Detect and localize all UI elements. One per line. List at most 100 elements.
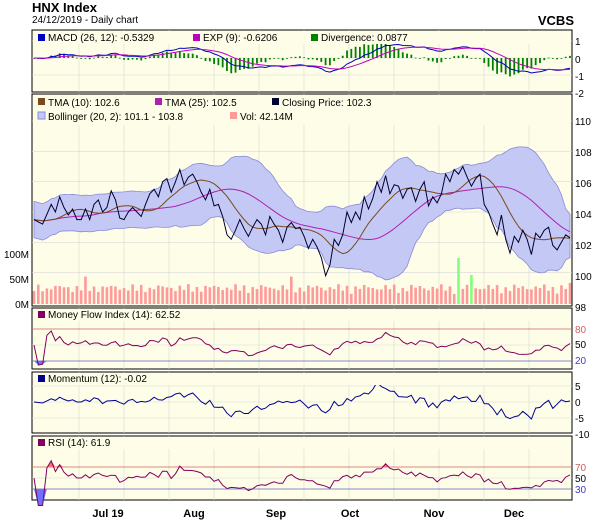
divergence-bar [380, 43, 383, 58]
divergence-bar [204, 58, 207, 62]
tma25-line [33, 186, 571, 241]
divergence-bar [358, 46, 361, 58]
mfi-tick: 80 [575, 325, 587, 336]
divergence-bar [71, 55, 74, 58]
volume-bar [289, 276, 293, 304]
divergence-bar [491, 58, 494, 71]
exp-legend: EXP (9): -0.6206 [203, 33, 278, 44]
volume-bar [487, 284, 490, 304]
divergence-bar [414, 57, 417, 59]
volume-bar [272, 288, 276, 304]
divergence-bar [58, 53, 61, 58]
x-axis: Jul 19 Aug Sep Oct Nov Dec [92, 508, 524, 520]
volume-bar [79, 290, 83, 304]
divergence-bar [513, 58, 516, 75]
divergence-bar [530, 58, 533, 69]
volume-bar [169, 287, 173, 304]
volume-bar [542, 284, 546, 304]
macd-tick: 1 [575, 37, 581, 48]
volume-bar [525, 289, 529, 304]
divergence-bar [431, 58, 434, 62]
volume-bar [440, 284, 443, 304]
volume-bar [564, 288, 568, 304]
exp-legend-swatch [193, 34, 200, 41]
volume-bar [422, 288, 426, 304]
volume-bar [478, 289, 482, 304]
volume-bar [560, 285, 563, 304]
divergence-bar [118, 57, 121, 59]
divergence-bar [534, 58, 537, 66]
volume-bar [371, 287, 375, 304]
rsi-legend-swatch [38, 439, 45, 446]
divergence-bar [221, 58, 224, 68]
price-tick: 98 [575, 303, 587, 314]
volume-bar [405, 291, 409, 304]
volume-bar [401, 287, 405, 304]
volume-bar [431, 286, 435, 304]
divergence-bar [178, 51, 181, 58]
volume-bar [71, 291, 74, 304]
volume-bar [380, 289, 383, 304]
volume-bar [161, 286, 164, 304]
rsi-tick: 50 [575, 474, 587, 485]
divergence-bar [251, 58, 254, 67]
volume-bar [285, 289, 289, 304]
divergence-bar [371, 44, 374, 58]
divergence-bar [324, 58, 327, 66]
divergence-legend-swatch [311, 34, 318, 41]
volume-bar [397, 292, 400, 304]
x-label: Aug [183, 508, 204, 520]
volume-bar [435, 288, 439, 304]
divergence-bar [153, 54, 155, 58]
volume-bar [187, 284, 190, 304]
volume-bar [122, 288, 126, 304]
divergence-bar [419, 57, 421, 59]
volume-bar [178, 285, 182, 304]
volume-bar [251, 287, 254, 304]
volume-bar [418, 286, 422, 304]
volume-bar [229, 289, 233, 304]
volume-bar [157, 285, 160, 304]
volume-bar [208, 287, 212, 304]
divergence-bar [213, 58, 215, 64]
rsi-tick: 70 [575, 463, 587, 474]
tma10-legend: TMA (10): 102.6 [48, 98, 120, 109]
x-label: Nov [424, 508, 446, 520]
volume-bar [259, 285, 263, 304]
divergence-bar [144, 58, 147, 60]
mfi-line [33, 330, 571, 366]
divergence-bar [80, 58, 83, 59]
volume-bar [315, 285, 319, 304]
divergence-bar [376, 42, 378, 58]
divergence-bar [114, 54, 117, 58]
volume-bar [182, 289, 186, 304]
volume-bar [195, 287, 199, 304]
volume-bar [225, 287, 229, 304]
volume-bar [36, 284, 40, 304]
volume-bar [148, 287, 152, 304]
volume-bar [307, 285, 310, 304]
momentum-legend: Momentum (12): -0.02 [48, 374, 147, 385]
bollinger-band-area [33, 146, 571, 281]
volume-bar [495, 285, 499, 304]
momentum-tick: -5 [575, 414, 584, 425]
divergence-bar [543, 58, 546, 61]
volume-bar [268, 287, 272, 304]
divergence-bar [243, 58, 246, 69]
divergence-bar [393, 47, 396, 58]
divergence-bar [453, 56, 456, 58]
divergence-bar [136, 58, 138, 60]
volume-tick: 50M [10, 275, 29, 286]
divergence-bar [354, 46, 357, 58]
volume-bar [392, 284, 396, 304]
macd-tick: -2 [575, 89, 584, 100]
divergence-bar [436, 58, 438, 63]
closing-price-line [33, 165, 571, 278]
chart-title: HNX Index [32, 0, 98, 15]
divergence-bar [93, 57, 95, 59]
divergence-bar [367, 44, 370, 58]
volume-bar [470, 275, 473, 304]
divergence-bar [479, 58, 481, 59]
volume-bar [92, 286, 96, 304]
volume-bar [84, 276, 87, 304]
